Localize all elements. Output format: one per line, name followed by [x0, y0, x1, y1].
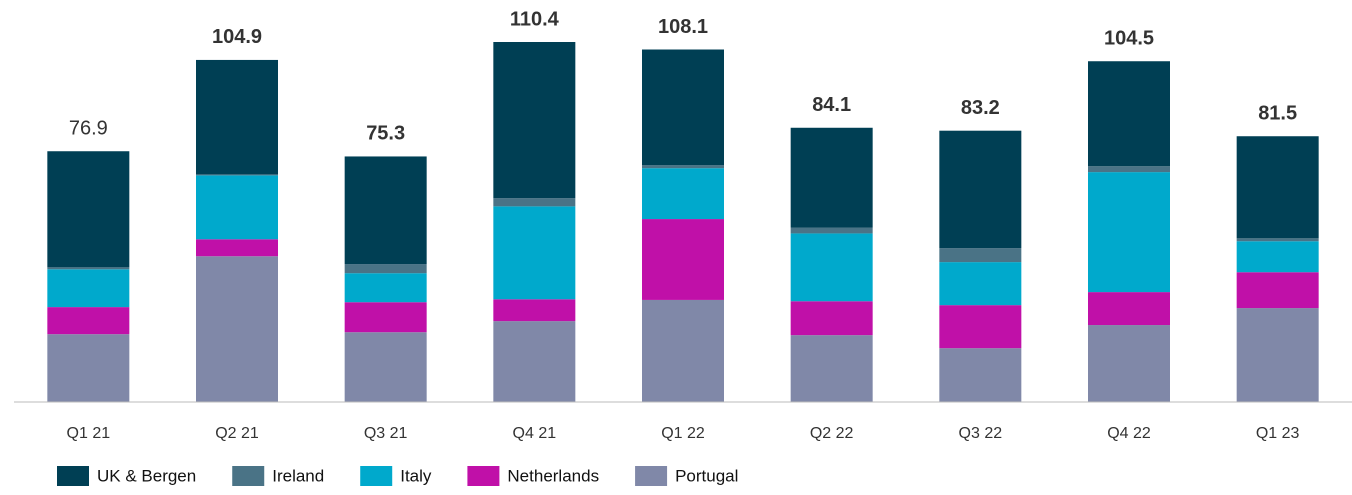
bar-segment	[939, 305, 1022, 349]
bar-segment	[47, 151, 130, 268]
bar-segment	[642, 165, 724, 169]
x-tick-label: Q1 23	[1256, 425, 1300, 442]
bar-segment	[47, 307, 130, 335]
legend-label: Italy	[400, 466, 432, 485]
x-tick-label: Q1 22	[661, 425, 705, 442]
bar-segment	[344, 302, 427, 333]
bar-segment	[196, 59, 278, 175]
bar-segment	[642, 219, 724, 300]
bar-segment	[1088, 61, 1170, 167]
bar-segment	[493, 42, 576, 199]
bar-segment	[493, 206, 576, 300]
bar-segment	[196, 174, 278, 176]
bar-segment	[790, 127, 873, 228]
total-label: 83.2	[961, 97, 1000, 119]
bar-segment	[344, 332, 427, 402]
bar-segment	[790, 227, 873, 234]
bar-segment	[196, 175, 278, 240]
bar-segment	[642, 299, 724, 402]
total-label: 81.5	[1258, 103, 1297, 125]
bar-segment	[939, 262, 1022, 306]
bar-segment	[344, 264, 427, 274]
bar-segment	[1088, 172, 1170, 293]
bar-segment	[642, 49, 724, 166]
legend-swatch	[57, 466, 89, 486]
legend-swatch	[232, 466, 265, 486]
bar-segment	[493, 321, 576, 402]
total-label: 108.1	[658, 16, 708, 38]
legend-swatch	[360, 466, 393, 486]
legend-label: UK & Bergen	[97, 466, 196, 485]
bar-segment	[344, 156, 427, 265]
bar-segment	[1236, 238, 1319, 242]
legend-label: Ireland	[272, 466, 324, 485]
bar-segment	[642, 168, 724, 220]
x-tick-label: Q3 21	[364, 425, 408, 442]
bar-segment	[47, 269, 130, 308]
bar-segment	[1088, 325, 1170, 402]
bar-segment	[344, 273, 427, 303]
x-tick-label: Q4 21	[513, 425, 557, 442]
bar-segment	[1088, 292, 1170, 326]
bar-segment	[493, 299, 576, 322]
x-tick-label: Q1 21	[67, 425, 111, 442]
x-tick-label: Q2 21	[215, 425, 259, 442]
legend-label: Netherlands	[507, 466, 599, 485]
bar-segment	[790, 335, 873, 402]
total-label: 76.9	[69, 118, 108, 140]
x-tick-label: Q3 22	[959, 425, 1003, 442]
total-label: 104.9	[212, 26, 262, 48]
legend-swatch	[635, 466, 668, 486]
bar-segment	[1088, 166, 1170, 173]
legend-label: Portugal	[675, 466, 738, 485]
total-label: 104.5	[1104, 28, 1154, 50]
legend-swatch	[467, 466, 500, 486]
bar-segment	[939, 248, 1022, 263]
x-tick-label: Q4 22	[1107, 425, 1151, 442]
bar-segment	[1236, 272, 1319, 309]
total-label: 110.4	[510, 8, 560, 30]
bar-segment	[196, 256, 278, 402]
bar-segment	[1236, 241, 1319, 273]
total-label: 84.1	[812, 94, 851, 116]
bar-segment	[493, 198, 576, 207]
bar-segment	[939, 130, 1022, 249]
bar-segment	[1236, 136, 1319, 239]
x-tick-label: Q2 22	[810, 425, 854, 442]
total-label: 75.3	[366, 123, 405, 145]
bar-segment	[196, 239, 278, 257]
bar-segment	[1236, 308, 1319, 402]
bar-segment	[47, 267, 130, 270]
bar-segment	[47, 334, 130, 402]
bar-segment	[790, 233, 873, 302]
bar-segment	[790, 301, 873, 336]
bar-segment	[939, 348, 1022, 402]
